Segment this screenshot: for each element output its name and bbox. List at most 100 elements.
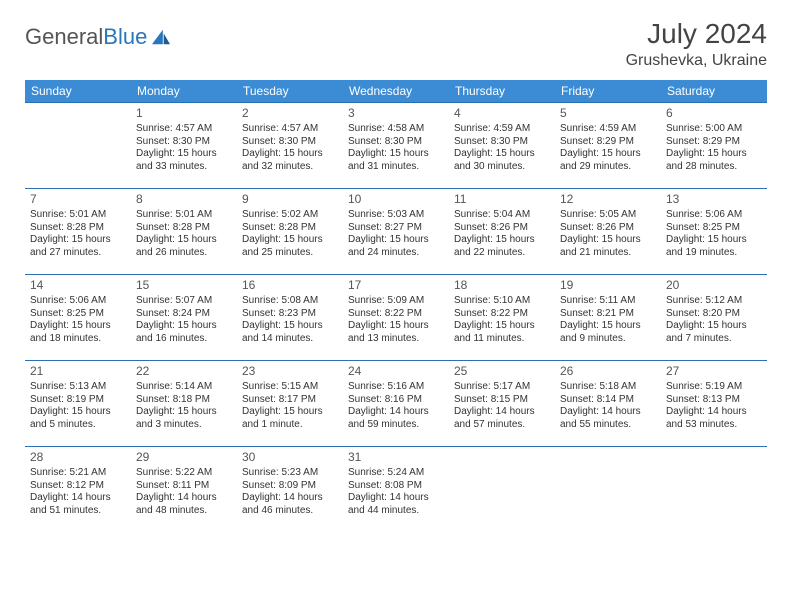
weekday-header: Monday — [131, 80, 237, 103]
day-info-line: Sunset: 8:28 PM — [242, 222, 338, 235]
day-info-line: Daylight: 14 hours — [348, 406, 444, 419]
day-info-line: Sunrise: 5:23 AM — [242, 467, 338, 480]
day-number: 20 — [666, 278, 762, 293]
day-number: 14 — [30, 278, 126, 293]
day-info-line: Sunrise: 5:18 AM — [560, 381, 656, 394]
day-info-line: Daylight: 14 hours — [348, 492, 444, 505]
day-info-line: Daylight: 14 hours — [666, 406, 762, 419]
day-info-line: Sunset: 8:29 PM — [666, 136, 762, 149]
day-info-line: Sunset: 8:20 PM — [666, 308, 762, 321]
calendar-day-cell: 20Sunrise: 5:12 AMSunset: 8:20 PMDayligh… — [661, 275, 767, 361]
day-info-line: Sunrise: 5:13 AM — [30, 381, 126, 394]
day-info-line: Sunrise: 5:07 AM — [136, 295, 232, 308]
day-number: 29 — [136, 450, 232, 465]
day-info-line: Sunrise: 5:21 AM — [30, 467, 126, 480]
day-info-line: Daylight: 15 hours — [136, 148, 232, 161]
day-info-line: Daylight: 15 hours — [30, 406, 126, 419]
day-info-line: Sunrise: 5:19 AM — [666, 381, 762, 394]
calendar-day-cell: 30Sunrise: 5:23 AMSunset: 8:09 PMDayligh… — [237, 447, 343, 533]
day-info-line: and 51 minutes. — [30, 505, 126, 518]
day-number: 6 — [666, 106, 762, 121]
calendar-day-cell: 25Sunrise: 5:17 AMSunset: 8:15 PMDayligh… — [449, 361, 555, 447]
day-info-line: Daylight: 15 hours — [30, 320, 126, 333]
weekday-header: Wednesday — [343, 80, 449, 103]
day-number: 19 — [560, 278, 656, 293]
day-info-line: Sunset: 8:23 PM — [242, 308, 338, 321]
day-info-line: Sunset: 8:26 PM — [454, 222, 550, 235]
day-info-line: Sunrise: 4:59 AM — [454, 123, 550, 136]
calendar-week-row: 7Sunrise: 5:01 AMSunset: 8:28 PMDaylight… — [25, 189, 767, 275]
day-info-line: Sunset: 8:13 PM — [666, 394, 762, 407]
day-info-line: Sunset: 8:28 PM — [30, 222, 126, 235]
day-info-line: Sunrise: 5:17 AM — [454, 381, 550, 394]
day-info-line: Daylight: 14 hours — [454, 406, 550, 419]
day-info-line: and 59 minutes. — [348, 419, 444, 432]
day-number: 11 — [454, 192, 550, 207]
day-info-line: and 32 minutes. — [242, 161, 338, 174]
day-number: 12 — [560, 192, 656, 207]
day-number: 27 — [666, 364, 762, 379]
calendar-day-cell: 31Sunrise: 5:24 AMSunset: 8:08 PMDayligh… — [343, 447, 449, 533]
day-info-line: and 11 minutes. — [454, 333, 550, 346]
calendar-day-cell: 19Sunrise: 5:11 AMSunset: 8:21 PMDayligh… — [555, 275, 661, 361]
day-info-line: and 26 minutes. — [136, 247, 232, 260]
calendar-day-cell: 9Sunrise: 5:02 AMSunset: 8:28 PMDaylight… — [237, 189, 343, 275]
day-number: 10 — [348, 192, 444, 207]
day-info-line: Sunset: 8:11 PM — [136, 480, 232, 493]
day-info-line: Daylight: 15 hours — [242, 406, 338, 419]
day-info-line: and 13 minutes. — [348, 333, 444, 346]
day-info-line: Sunset: 8:17 PM — [242, 394, 338, 407]
sail-icon — [150, 28, 172, 46]
day-info-line: Sunrise: 5:04 AM — [454, 209, 550, 222]
day-info-line: Daylight: 15 hours — [136, 320, 232, 333]
day-number: 18 — [454, 278, 550, 293]
day-number: 3 — [348, 106, 444, 121]
day-number: 26 — [560, 364, 656, 379]
calendar-day-cell: 2Sunrise: 4:57 AMSunset: 8:30 PMDaylight… — [237, 103, 343, 189]
day-info-line: Sunset: 8:15 PM — [454, 394, 550, 407]
weekday-header: Sunday — [25, 80, 131, 103]
day-info-line: Sunrise: 4:59 AM — [560, 123, 656, 136]
day-info-line: and 1 minute. — [242, 419, 338, 432]
day-number: 22 — [136, 364, 232, 379]
calendar-day-cell: 26Sunrise: 5:18 AMSunset: 8:14 PMDayligh… — [555, 361, 661, 447]
calendar-day-cell: 14Sunrise: 5:06 AMSunset: 8:25 PMDayligh… — [25, 275, 131, 361]
calendar-day-cell: 8Sunrise: 5:01 AMSunset: 8:28 PMDaylight… — [131, 189, 237, 275]
day-info-line: Daylight: 15 hours — [348, 234, 444, 247]
day-info-line: Daylight: 15 hours — [136, 234, 232, 247]
day-number: 21 — [30, 364, 126, 379]
day-info-line: Sunset: 8:27 PM — [348, 222, 444, 235]
day-info-line: Sunrise: 5:08 AM — [242, 295, 338, 308]
day-number: 7 — [30, 192, 126, 207]
calendar-day-cell: 21Sunrise: 5:13 AMSunset: 8:19 PMDayligh… — [25, 361, 131, 447]
day-info-line: Sunset: 8:12 PM — [30, 480, 126, 493]
calendar-week-row: 1Sunrise: 4:57 AMSunset: 8:30 PMDaylight… — [25, 103, 767, 189]
day-info-line: Daylight: 14 hours — [560, 406, 656, 419]
calendar-empty-cell — [449, 447, 555, 533]
day-info-line: Sunrise: 5:02 AM — [242, 209, 338, 222]
calendar-day-cell: 16Sunrise: 5:08 AMSunset: 8:23 PMDayligh… — [237, 275, 343, 361]
calendar-day-cell: 17Sunrise: 5:09 AMSunset: 8:22 PMDayligh… — [343, 275, 449, 361]
day-info-line: Sunrise: 5:16 AM — [348, 381, 444, 394]
day-info-line: Daylight: 15 hours — [454, 148, 550, 161]
weekday-header: Tuesday — [237, 80, 343, 103]
day-info-line: and 24 minutes. — [348, 247, 444, 260]
day-info-line: Sunrise: 5:06 AM — [30, 295, 126, 308]
day-info-line: and 5 minutes. — [30, 419, 126, 432]
day-info-line: Daylight: 15 hours — [560, 148, 656, 161]
day-info-line: Sunset: 8:16 PM — [348, 394, 444, 407]
calendar-day-cell: 13Sunrise: 5:06 AMSunset: 8:25 PMDayligh… — [661, 189, 767, 275]
day-info-line: Daylight: 15 hours — [242, 320, 338, 333]
calendar-empty-cell — [661, 447, 767, 533]
day-info-line: Daylight: 15 hours — [136, 406, 232, 419]
day-info-line: Sunrise: 4:57 AM — [136, 123, 232, 136]
day-info-line: Sunset: 8:28 PM — [136, 222, 232, 235]
day-info-line: Sunrise: 5:10 AM — [454, 295, 550, 308]
calendar-day-cell: 24Sunrise: 5:16 AMSunset: 8:16 PMDayligh… — [343, 361, 449, 447]
day-info-line: and 18 minutes. — [30, 333, 126, 346]
calendar-day-cell: 29Sunrise: 5:22 AMSunset: 8:11 PMDayligh… — [131, 447, 237, 533]
day-info-line: and 27 minutes. — [30, 247, 126, 260]
day-info-line: and 53 minutes. — [666, 419, 762, 432]
calendar-empty-cell — [555, 447, 661, 533]
day-info-line: Sunset: 8:29 PM — [560, 136, 656, 149]
